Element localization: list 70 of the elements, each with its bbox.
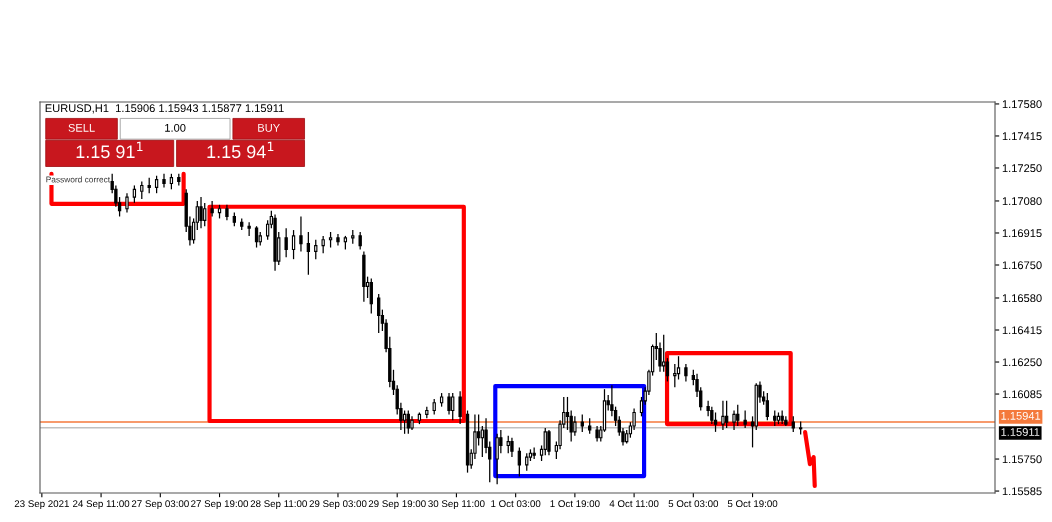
y-tick-label: 1.17250 xyxy=(1002,164,1042,173)
candlestick xyxy=(162,173,166,189)
candlestick xyxy=(291,229,296,260)
candlestick xyxy=(743,409,747,429)
y-tick-label: 1.16580 xyxy=(1002,294,1042,303)
candlestick xyxy=(336,233,340,247)
x-tick-label: 1 Oct 03:00 xyxy=(491,500,541,508)
candlestick xyxy=(565,396,570,431)
y-tick-label: 1.16750 xyxy=(1002,261,1042,270)
y-tick-label: 1.17080 xyxy=(1002,197,1042,206)
y-tick-label: 1.16085 xyxy=(1002,390,1042,399)
candlestick xyxy=(662,334,666,373)
candlestick xyxy=(458,390,462,425)
y-tick-label: 1.15585 xyxy=(1002,487,1042,496)
candlestick xyxy=(547,429,551,456)
candlestick xyxy=(517,446,522,478)
x-tick-label: 27 Sep 19:00 xyxy=(191,500,249,510)
candlestick xyxy=(510,437,514,458)
ref-line-label: 1.15911 xyxy=(1001,428,1040,436)
y-tick-label: 1.16415 xyxy=(1002,326,1042,335)
x-tick-label: 1 Oct 19:00 xyxy=(550,500,600,508)
candlestick xyxy=(573,415,577,437)
candlestick xyxy=(480,425,485,458)
x-tick-label: 28 Sep 11:00 xyxy=(250,500,307,510)
x-tick-label: 5 Oct 03:00 xyxy=(668,500,719,508)
candlestick xyxy=(736,404,740,427)
candlestick xyxy=(406,409,410,435)
chart-title: EURUSD,H1 1.15906 1.15943 1.15877 1.15911 xyxy=(45,104,284,114)
x-tick-label: 29 Sep 19:00 xyxy=(368,500,426,510)
candlestick xyxy=(314,239,318,260)
annotation: BUY xyxy=(258,124,280,132)
candlestick xyxy=(265,219,270,241)
annotation: 1.00 xyxy=(165,123,186,132)
candlestick xyxy=(724,400,729,429)
x-tick-label: 23 Sep 2021 xyxy=(14,500,69,510)
candlestick xyxy=(543,427,547,456)
y-tick-label: 1.17415 xyxy=(1002,132,1042,141)
annotation: 1.15 94$^{1}$ xyxy=(207,141,274,159)
candlestick xyxy=(199,196,203,229)
candlestick xyxy=(676,355,681,381)
candlestick xyxy=(402,409,407,435)
candlestick xyxy=(665,357,670,383)
y-tick-label: 1.15750 xyxy=(1002,455,1042,464)
candlestick xyxy=(306,231,311,276)
candlestick xyxy=(495,433,499,485)
candlestick xyxy=(732,409,736,431)
annotation: SELL xyxy=(68,123,95,132)
x-tick-label: 4 Oct 11:00 xyxy=(609,500,659,508)
y-tick-label: 1.16915 xyxy=(1002,229,1042,238)
candlestick xyxy=(284,227,288,258)
y-tick-label: 1.16250 xyxy=(1002,358,1042,367)
x-tick-label: 29 Sep 03:00 xyxy=(309,500,367,510)
annotation: 1.15 91$^{1}$ xyxy=(76,141,143,159)
x-tick-label: 27 Sep 03:00 xyxy=(131,500,189,510)
candlestick xyxy=(210,200,214,218)
y-tick-label: 1.17580 xyxy=(1002,100,1042,109)
x-tick-label: 5 Oct 19:00 xyxy=(727,500,778,508)
annotation: Password correct xyxy=(46,176,111,183)
candlestick xyxy=(377,293,381,334)
ref-line-label: 1.15941 xyxy=(1001,411,1041,420)
candlestick xyxy=(247,221,251,237)
candlestick xyxy=(447,392,451,416)
x-tick-label: 24 Sep 11:00 xyxy=(73,500,130,510)
candlestick xyxy=(299,215,303,253)
x-tick-label: 30 Sep 11:00 xyxy=(428,500,485,510)
candlestick xyxy=(721,400,725,431)
candlestick xyxy=(451,392,455,421)
candlestick xyxy=(713,411,718,433)
candlestick xyxy=(125,192,129,214)
candlestick xyxy=(203,202,207,227)
